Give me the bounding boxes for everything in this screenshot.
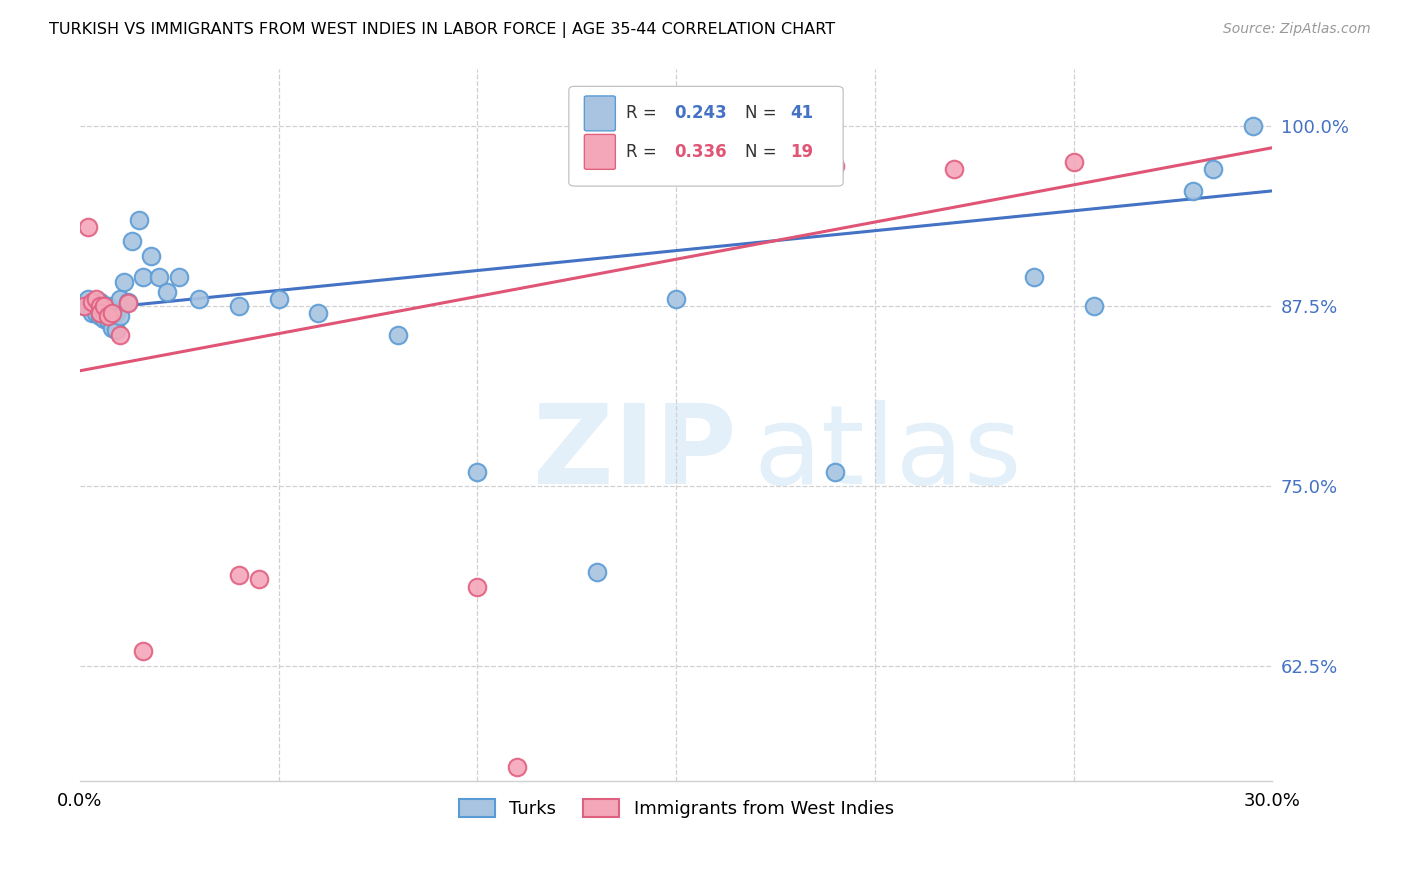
Point	[80, 299, 103, 313]
Point	[1202, 162, 1225, 177]
Point	[943, 162, 966, 177]
Point	[93, 303, 115, 318]
Point	[228, 299, 250, 313]
Point	[824, 160, 846, 174]
Point	[104, 306, 127, 320]
Text: R =: R =	[626, 143, 662, 161]
Point	[108, 327, 131, 342]
Point	[307, 306, 329, 320]
Point	[188, 292, 211, 306]
Point	[467, 465, 489, 479]
Point	[117, 296, 139, 310]
Point	[156, 285, 179, 299]
Point	[89, 294, 111, 309]
Point	[148, 270, 170, 285]
Point	[84, 306, 107, 320]
Point	[100, 306, 122, 320]
Point	[132, 270, 155, 285]
Point	[76, 219, 98, 234]
Point	[387, 327, 409, 342]
Text: 0.336: 0.336	[673, 143, 727, 161]
Point	[108, 309, 131, 323]
Point	[84, 299, 107, 313]
Text: 41: 41	[790, 104, 814, 122]
Text: 19: 19	[790, 143, 814, 161]
Point	[228, 568, 250, 582]
Point	[80, 306, 103, 320]
Point	[1063, 155, 1085, 169]
Point	[100, 320, 122, 334]
Point	[108, 292, 131, 306]
Point	[84, 292, 107, 306]
Point	[141, 249, 163, 263]
Point	[247, 573, 270, 587]
Text: N =: N =	[745, 143, 782, 161]
Point	[104, 323, 127, 337]
Point	[167, 270, 190, 285]
Text: R =: R =	[626, 104, 662, 122]
Point	[665, 292, 688, 306]
Text: atlas: atlas	[754, 400, 1022, 507]
Point	[1022, 270, 1045, 285]
Point	[1181, 184, 1204, 198]
Point	[1241, 119, 1264, 133]
Point	[467, 580, 489, 594]
Point	[128, 212, 150, 227]
Point	[93, 299, 115, 313]
Point	[73, 299, 96, 313]
Point	[117, 294, 139, 309]
Point	[97, 299, 120, 313]
Point	[76, 292, 98, 306]
FancyBboxPatch shape	[569, 87, 844, 186]
Text: TURKISH VS IMMIGRANTS FROM WEST INDIES IN LABOR FORCE | AGE 35-44 CORRELATION CH: TURKISH VS IMMIGRANTS FROM WEST INDIES I…	[49, 22, 835, 38]
Point	[267, 292, 290, 306]
Text: Source: ZipAtlas.com: Source: ZipAtlas.com	[1223, 22, 1371, 37]
Text: ZIP: ZIP	[533, 400, 737, 507]
Point	[89, 306, 111, 320]
Point	[100, 306, 122, 320]
FancyBboxPatch shape	[585, 96, 616, 131]
Point	[97, 313, 120, 327]
Point	[89, 309, 111, 323]
Point	[93, 312, 115, 326]
Point	[132, 644, 155, 658]
Point	[824, 465, 846, 479]
Text: 0.243: 0.243	[673, 104, 727, 122]
Point	[506, 759, 529, 773]
Point	[112, 275, 135, 289]
Point	[121, 234, 143, 248]
Legend: Turks, Immigrants from West Indies: Turks, Immigrants from West Indies	[451, 791, 901, 825]
Text: N =: N =	[745, 104, 782, 122]
FancyBboxPatch shape	[585, 135, 616, 169]
Point	[89, 299, 111, 313]
Point	[585, 566, 607, 580]
Point	[73, 299, 96, 313]
Point	[97, 309, 120, 323]
Point	[80, 294, 103, 309]
Point	[1083, 299, 1105, 313]
